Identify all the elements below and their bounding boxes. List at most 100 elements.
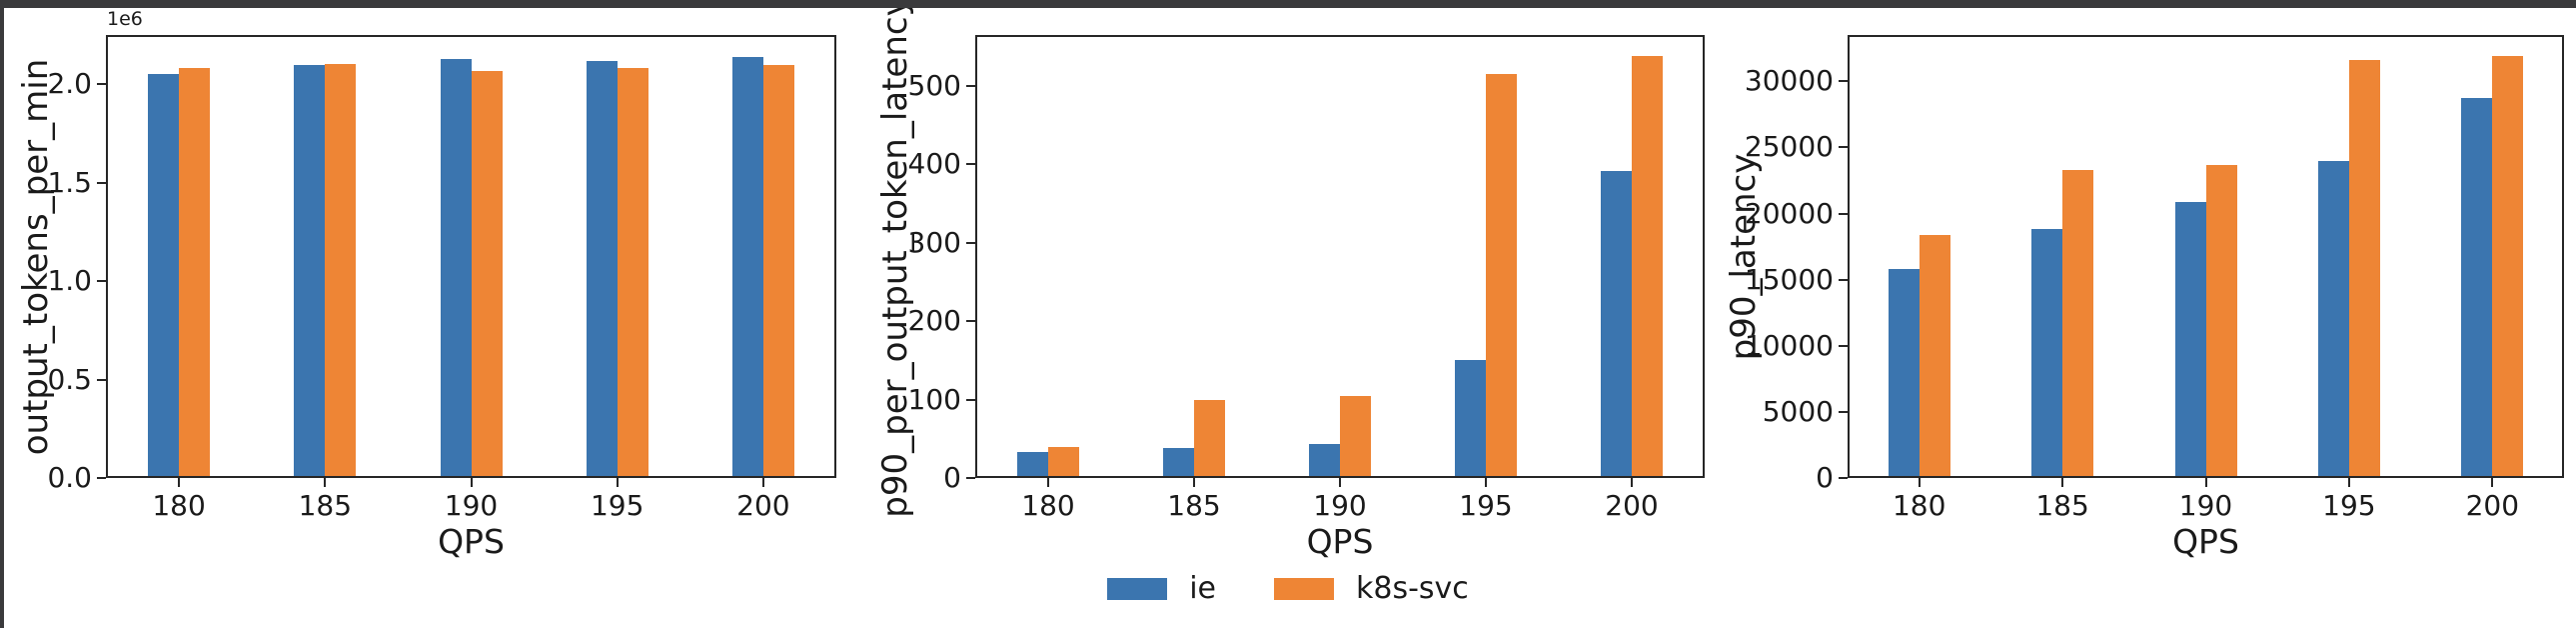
y-tick-mark — [97, 378, 106, 381]
y-tick-mark — [1839, 278, 1848, 281]
legend-label-ie: ie — [1189, 571, 1216, 606]
bar-k8s-svc-qps-185 — [325, 63, 357, 478]
y-tick-mark — [97, 280, 106, 283]
y-tick-label: 15000 — [1744, 262, 1834, 296]
x-tick-mark — [1918, 478, 1921, 487]
legend-swatch-ie — [1107, 578, 1168, 600]
x-tick-label: 190 — [2178, 489, 2233, 522]
legend-label-k8s-svc: k8s-svc — [1356, 571, 1469, 606]
bar-k8s-svc-qps-185 — [1194, 399, 1225, 478]
legend-swatch-k8s-svc — [1274, 578, 1334, 600]
bar-k8s-svc-qps-180 — [179, 68, 211, 478]
x-axis-label: QPS — [2172, 522, 2239, 561]
bar-ie-qps-180 — [148, 74, 180, 478]
x-axis-label: QPS — [1306, 522, 1374, 561]
plot-area — [975, 35, 1705, 478]
y-tick-label: 10000 — [1744, 328, 1834, 362]
window-frame-left — [0, 0, 4, 628]
legend-item-ie: ie — [1107, 572, 1216, 606]
plot-area — [106, 35, 836, 478]
bar-k8s-svc-qps-190 — [1340, 396, 1371, 478]
window-frame-top — [0, 0, 2576, 8]
x-tick-mark — [761, 478, 764, 487]
axis-offset-text: 1e6 — [107, 8, 143, 30]
x-tick-mark — [1339, 478, 1341, 487]
y-tick-mark — [1839, 477, 1848, 479]
bar-k8s-svc-qps-200 — [2492, 56, 2524, 478]
bar-k8s-svc-qps-190 — [2205, 164, 2237, 478]
y-tick-mark — [966, 398, 975, 401]
y-tick-label: 400 — [907, 147, 961, 181]
y-tick-mark — [966, 163, 975, 166]
x-tick-label: 185 — [2035, 489, 2089, 522]
y-tick-mark — [1839, 80, 1848, 83]
x-tick-label: 200 — [736, 489, 790, 522]
y-tick-mark — [1839, 212, 1848, 215]
bar-ie-qps-195 — [586, 60, 618, 478]
bar-k8s-svc-qps-180 — [1919, 234, 1950, 478]
y-tick-label: 20000 — [1744, 196, 1834, 230]
bar-ie-qps-195 — [2317, 160, 2349, 478]
y-tick-label: 0.0 — [47, 461, 92, 494]
y-tick-mark — [966, 320, 975, 323]
bar-k8s-svc-qps-195 — [1486, 74, 1517, 478]
x-tick-mark — [2491, 478, 2494, 487]
x-axis-label: QPS — [438, 522, 505, 561]
y-tick-label: 30000 — [1744, 64, 1834, 98]
y-tick-label: 100 — [907, 382, 961, 416]
y-tick-label: 5000 — [1762, 394, 1834, 428]
x-tick-label: 195 — [1459, 489, 1513, 522]
bar-ie-qps-185 — [1163, 448, 1194, 478]
x-tick-label: 180 — [1021, 489, 1075, 522]
x-tick-mark — [616, 478, 619, 487]
x-tick-label: 180 — [152, 489, 206, 522]
bar-ie-qps-190 — [2174, 201, 2206, 478]
y-tick-mark — [97, 83, 106, 86]
bar-k8s-svc-qps-200 — [1632, 56, 1663, 478]
x-tick-label: 200 — [1605, 489, 1659, 522]
legend: ie k8s-svc — [0, 572, 2576, 606]
bar-ie-qps-200 — [731, 56, 763, 478]
bar-ie-qps-190 — [1309, 443, 1340, 478]
bar-ie-qps-185 — [2031, 229, 2063, 478]
x-tick-mark — [178, 478, 181, 487]
y-tick-label: 2.0 — [47, 67, 92, 101]
x-tick-mark — [2061, 478, 2064, 487]
y-tick-mark — [1839, 344, 1848, 347]
y-tick-mark — [966, 241, 975, 244]
x-tick-label: 195 — [590, 489, 644, 522]
bar-k8s-svc-qps-195 — [617, 68, 648, 478]
y-tick-label: 1.0 — [47, 264, 92, 298]
y-tick-mark — [97, 181, 106, 184]
x-tick-label: 180 — [1892, 489, 1946, 522]
y-tick-label: 1.5 — [47, 165, 92, 199]
bar-ie-qps-190 — [440, 58, 472, 478]
x-tick-mark — [2347, 478, 2350, 487]
bar-ie-qps-200 — [1601, 170, 1632, 478]
plot-area — [1848, 35, 2564, 478]
y-tick-label: 200 — [907, 304, 961, 338]
y-tick-mark — [1839, 146, 1848, 149]
x-tick-mark — [1047, 478, 1049, 487]
y-tick-mark — [966, 477, 975, 479]
bar-k8s-svc-qps-190 — [471, 71, 503, 478]
x-tick-mark — [1485, 478, 1487, 487]
x-tick-label: 200 — [2465, 489, 2520, 522]
y-tick-label: 0 — [1816, 461, 1834, 494]
x-tick-mark — [2204, 478, 2207, 487]
bar-k8s-svc-qps-195 — [2348, 60, 2380, 478]
y-tick-label: 300 — [907, 225, 961, 259]
x-tick-mark — [324, 478, 327, 487]
y-tick-label: 500 — [907, 68, 961, 102]
y-tick-mark — [966, 84, 975, 87]
y-tick-label: 0.5 — [47, 362, 92, 396]
bar-k8s-svc-qps-185 — [2062, 169, 2094, 478]
bar-ie-qps-200 — [2461, 98, 2493, 478]
x-tick-label: 185 — [298, 489, 353, 522]
y-tick-label: 0 — [943, 461, 961, 494]
legend-item-k8s-svc: k8s-svc — [1274, 572, 1469, 606]
bar-ie-qps-195 — [1455, 360, 1486, 478]
x-tick-label: 185 — [1167, 489, 1221, 522]
y-tick-mark — [1839, 410, 1848, 413]
